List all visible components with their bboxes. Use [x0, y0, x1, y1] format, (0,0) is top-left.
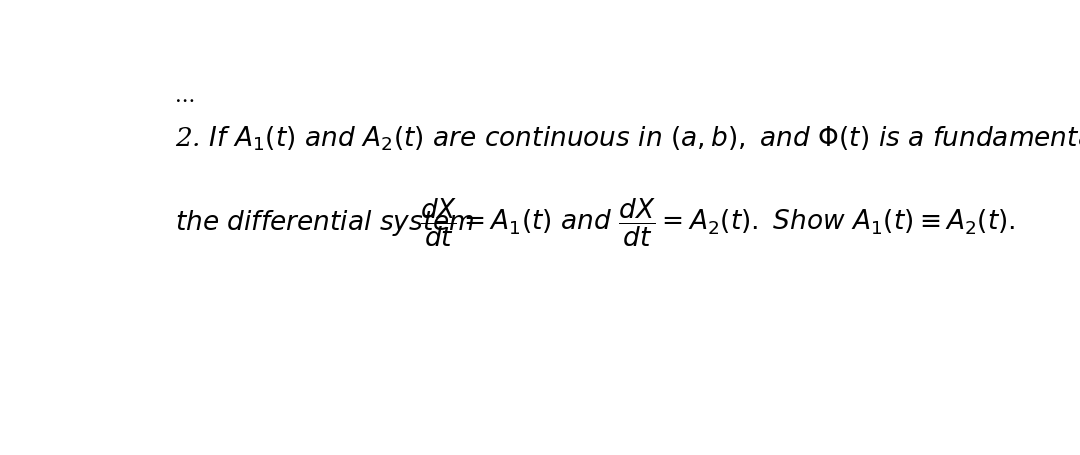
- Text: $\dfrac{dX}{dt} = A_1(t)\ \mathit{and}\ \dfrac{dX}{dt} = A_2(t).\ \mathit{Show}\: $\dfrac{dX}{dt} = A_1(t)\ \mathit{and}\ …: [420, 197, 1015, 249]
- Text: ...: ...: [175, 87, 195, 106]
- Text: 2. $\mathit{If}\ A_1(t)\ \mathit{and}\ A_2(t)\ \mathit{are}\ \mathit{continuous}: 2. $\mathit{If}\ A_1(t)\ \mathit{and}\ A…: [175, 124, 1080, 153]
- Text: $\mathit{the\ differential\ system}$: $\mathit{the\ differential\ system}$: [175, 208, 475, 238]
